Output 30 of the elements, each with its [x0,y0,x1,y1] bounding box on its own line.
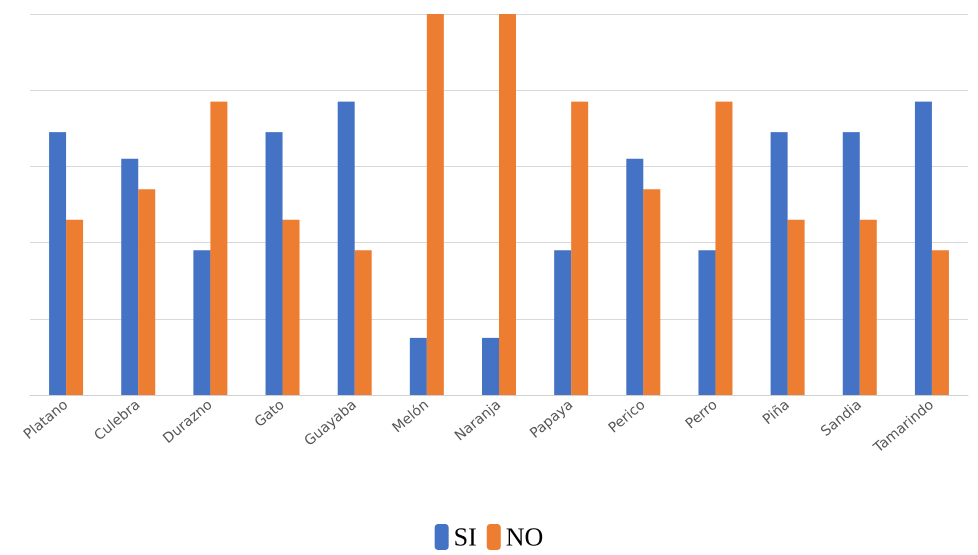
bar [354,250,372,395]
bar [49,132,66,395]
bar [842,132,860,395]
bar [193,250,210,395]
bar [121,158,138,395]
bar [770,132,788,395]
bar [571,102,588,395]
x-tick-label: Gato [252,396,288,431]
bar [426,14,444,395]
bar [914,102,932,395]
bar [626,158,644,395]
x-tick-label: Piña [760,396,793,428]
bar [698,250,716,395]
bar [643,189,660,395]
bar [266,132,283,395]
bar [499,14,516,395]
bar [932,250,949,395]
bar [66,220,84,395]
bar [788,220,805,395]
legend-label: NO [506,522,544,552]
legend-label: SI [454,522,477,552]
bar [860,220,877,395]
bar [554,250,572,395]
bar [482,338,499,395]
bar [282,220,300,395]
bar [715,102,732,395]
bar [138,189,156,395]
bar [410,338,427,395]
bar [210,102,228,395]
bar [338,102,355,395]
